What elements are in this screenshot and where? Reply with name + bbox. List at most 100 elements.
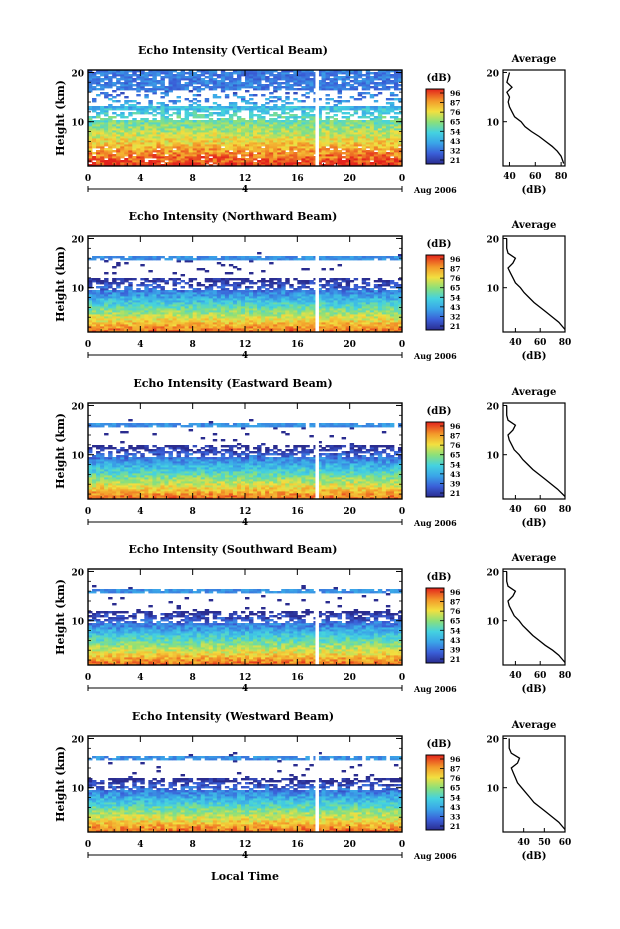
heatmap-cell (184, 88, 190, 91)
heatmap-cell (385, 312, 391, 315)
heatmap-cell (337, 144, 343, 147)
heatmap-cell (104, 134, 109, 137)
heatmap-cell (136, 70, 141, 73)
heatmap-cell (365, 318, 371, 321)
heatmap-cell (341, 126, 347, 129)
heatmap-cell (168, 144, 173, 147)
heatmap-cell (249, 316, 254, 319)
heatmap-cell (220, 160, 226, 163)
heatmap-cell (180, 108, 186, 111)
heatmap-cell (124, 154, 129, 157)
heatmap-cell (369, 322, 375, 325)
heatmap-cell (309, 164, 314, 167)
heatmap-cell (96, 108, 101, 111)
heatmap-cell (337, 96, 343, 99)
heatmap-cell (389, 290, 395, 293)
heatmap-cell (337, 128, 343, 131)
heatmap-cell (377, 82, 383, 85)
heatmap-cell (253, 316, 258, 319)
heatmap-cell (196, 146, 202, 149)
heatmap-cell (140, 150, 145, 153)
heatmap-cell (180, 138, 186, 141)
heatmap-cell (337, 160, 343, 163)
heatmap-cell (369, 156, 375, 159)
heatmap-cell (180, 126, 186, 129)
heatmap-cell (265, 306, 270, 309)
heatmap-cell (397, 128, 403, 131)
heatmap-cell (349, 312, 355, 315)
heatmap-cell (321, 324, 326, 327)
heatmap-cell (212, 124, 218, 127)
heatmap-cell (373, 74, 379, 77)
heatmap-cell (124, 142, 129, 145)
heatmap-cell (321, 106, 326, 109)
heatmap-cell (389, 92, 395, 95)
heatmap-cell (309, 122, 314, 125)
heatmap-cell (293, 328, 298, 331)
heatmap-cell (236, 318, 242, 321)
heatmap-cell (148, 152, 153, 155)
heatmap-cell (136, 320, 141, 323)
heatmap-cell (293, 74, 298, 77)
heatmap-cell (88, 124, 93, 127)
heatmap-cell (377, 158, 383, 161)
heatmap-cell (128, 278, 133, 281)
heatmap-cell (140, 136, 145, 139)
heatmap-cell (269, 152, 274, 155)
heatmap-cell (317, 140, 322, 143)
heatmap-cell (297, 130, 302, 133)
heatmap-cell (204, 72, 210, 75)
heatmap-cell (160, 124, 165, 127)
heatmap-cell (245, 146, 250, 149)
heatmap-cell (176, 136, 181, 139)
heatmap-cell (261, 118, 266, 121)
heatmap-cell (317, 110, 322, 113)
heatmap-cell (249, 150, 254, 153)
heatmap-cell (164, 94, 169, 97)
heatmap-cell (96, 116, 101, 119)
heatmap-cell (216, 76, 222, 79)
heatmap-cell (184, 140, 190, 143)
heatmap-cell (301, 112, 306, 115)
heatmap-cell (389, 312, 395, 315)
heatmap-cell (377, 70, 383, 73)
heatmap-cell (184, 138, 190, 141)
heatmap-cell (333, 110, 338, 113)
heatmap-cell (200, 130, 206, 133)
heatmap-cell (337, 154, 343, 157)
heatmap-cell (381, 132, 387, 135)
heatmap-cell (156, 70, 161, 73)
heatmap-cell (136, 136, 141, 139)
heatmap-cell (337, 326, 343, 329)
heatmap-cell (180, 78, 186, 81)
heatmap-cell (261, 326, 266, 329)
heatmap-cell (232, 86, 238, 89)
heatmap-cell (196, 128, 202, 131)
heatmap-cell (88, 308, 93, 311)
heatmap-cell (224, 84, 230, 87)
heatmap-cell (208, 74, 214, 77)
heatmap-cell (249, 106, 254, 109)
heatmap-cell (297, 100, 302, 103)
heatmap-cell (285, 326, 290, 329)
heatmap-cell (160, 96, 165, 99)
heatmap-cell (208, 76, 214, 79)
heatmap-cell (321, 84, 326, 87)
heatmap-cell (305, 156, 310, 159)
heatmap-cell (357, 124, 363, 127)
heatmap-cell (128, 146, 133, 149)
heatmap-cell (204, 134, 210, 137)
heatmap-cell (349, 122, 355, 125)
heatmap-cell (293, 122, 298, 125)
heatmap-cell (305, 162, 310, 165)
heatmap-cell (144, 318, 149, 321)
heatmap-cell (373, 122, 379, 125)
heatmap-cell (353, 124, 359, 127)
heatmap-cell (245, 306, 250, 309)
heatmap-cell (204, 128, 210, 131)
heatmap-cell (200, 140, 206, 143)
heatmap-cell (112, 120, 117, 123)
heatmap-cell (373, 322, 379, 325)
heatmap-cell (381, 82, 387, 85)
heatmap-cell (192, 306, 198, 309)
